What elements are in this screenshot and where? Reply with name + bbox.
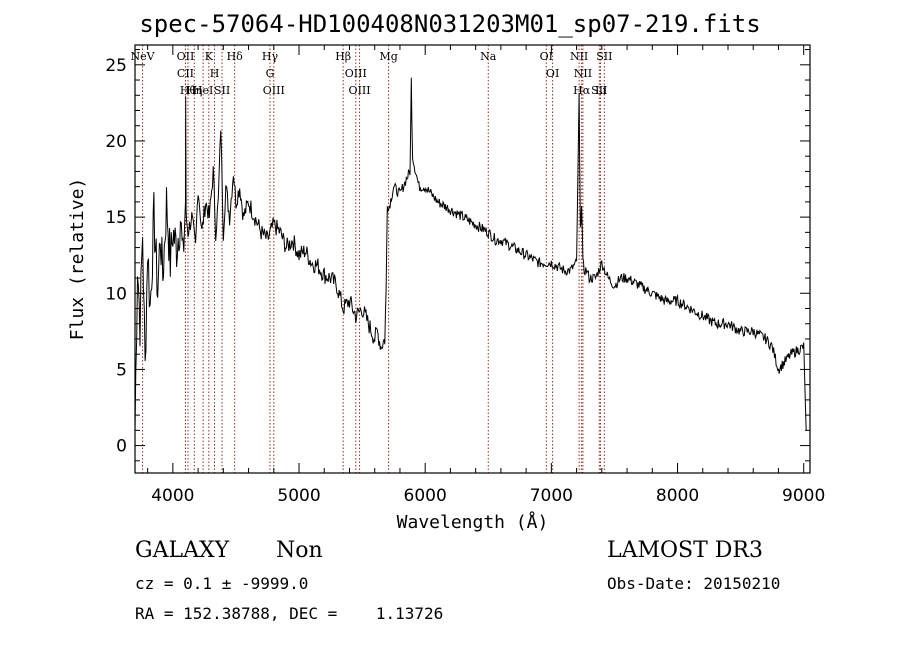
line-label: Hγ: [262, 50, 279, 63]
redshift-readout: cz = 0.1 ± -9999.0: [135, 574, 309, 593]
y-tick-label: 20: [105, 132, 127, 152]
line-label: OII: [177, 50, 195, 63]
line-label: CII: [177, 67, 194, 80]
obs-date: Obs-Date: 20150210: [607, 574, 781, 593]
line-label: HeI: [193, 84, 213, 97]
object-class: GALAXY: [135, 538, 230, 563]
line-label: Hδ: [227, 50, 244, 63]
x-tick-label: 8000: [656, 486, 699, 506]
line-label: Hη: [186, 84, 202, 97]
line-label: OIII: [345, 67, 367, 80]
y-tick-label: 15: [105, 208, 127, 228]
series-layer: [135, 77, 807, 431]
y-axis-label: Flux (relative): [67, 178, 88, 341]
coordinates: RA = 152.38788, DEC = 1.13726: [135, 604, 444, 623]
line-label: H: [210, 67, 220, 80]
x-tick-label: 4000: [151, 486, 194, 506]
x-tick-label: 6000: [404, 486, 447, 506]
line-label: OI: [540, 50, 553, 63]
y-tick-label: 10: [105, 284, 127, 304]
line-label: K: [205, 50, 214, 63]
survey-name: LAMOST DR3: [607, 538, 763, 563]
line-label: Hβ: [335, 50, 351, 63]
line-label: NII: [570, 50, 588, 63]
object-subclass: Non: [276, 538, 323, 563]
line-label: Li: [595, 84, 606, 97]
line-label: Na: [480, 50, 497, 63]
y-tick-label: 25: [105, 56, 127, 76]
y-tick-label: 5: [116, 360, 127, 380]
plot-frame: [134, 44, 811, 474]
line-label: OIII: [263, 84, 285, 97]
axes-layer: 4000 5000 6000 7000 8000 9000 0 5 10 15 20 25 Wavele…: [67, 44, 825, 533]
line-label: OIII: [349, 84, 371, 97]
line-label: NII: [574, 67, 592, 80]
line-label: SII: [214, 84, 230, 97]
spectrum-line: [135, 77, 807, 431]
x-tick-label: 9000: [782, 486, 825, 506]
line-label: OI: [546, 67, 559, 80]
chart-title: spec-57064-HD100408N031203M01_sp07-219.f…: [139, 10, 761, 38]
y-tick-label: 0: [116, 437, 127, 457]
line-label: Mg: [379, 50, 397, 63]
line-label: SII: [596, 50, 612, 63]
line-label: SII: [591, 84, 607, 97]
x-tick-label: 5000: [277, 486, 320, 506]
line-label: NeV: [131, 50, 156, 63]
line-label: Hθ: [180, 84, 197, 97]
line-label: Hα: [573, 84, 591, 97]
x-tick-label: 7000: [530, 486, 573, 506]
line-label: G: [266, 67, 275, 80]
x-axis-label: Wavelength (Å): [397, 511, 549, 533]
emission-lines-layer: [142, 45, 605, 473]
